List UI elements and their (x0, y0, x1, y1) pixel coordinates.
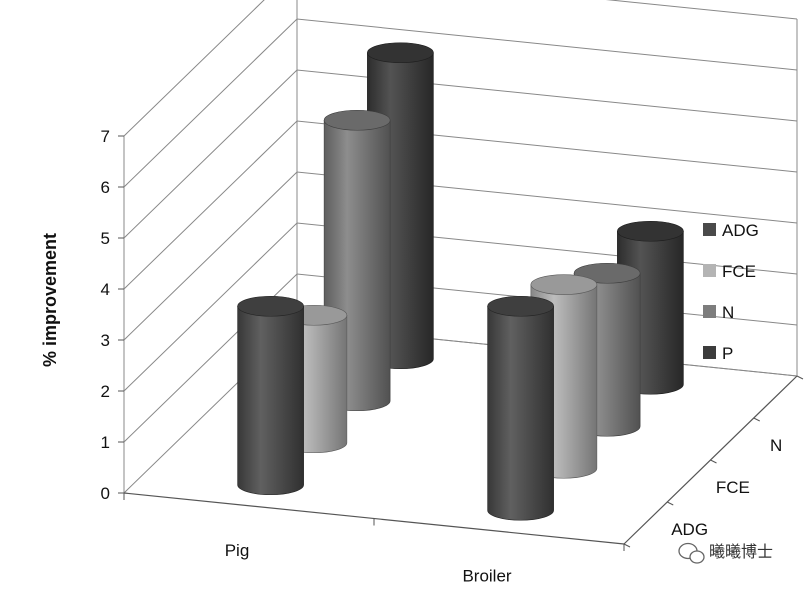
depth-tick-mark (710, 459, 717, 464)
depth-tick-mark (623, 543, 631, 548)
depth-tick-label: ADG (671, 520, 708, 539)
legend-label-fce: FCE (722, 262, 756, 281)
bar-broiler-adg (487, 295, 554, 521)
y-tick-label: 2 (101, 382, 110, 401)
y-axis-title: % improvement (40, 233, 60, 367)
depth-tick-mark (753, 417, 760, 422)
y-tick-label: 0 (101, 484, 110, 503)
depth-tick-mark (667, 501, 674, 506)
y-tick-label: 4 (101, 280, 110, 299)
cylinder-top (487, 295, 554, 317)
gridline (123, 0, 798, 137)
legend-swatch-n (703, 305, 716, 318)
chart-walls (123, 0, 798, 494)
y-tick-label: 3 (101, 331, 110, 350)
chart-bars (237, 42, 684, 521)
watermark: 曦曦博士 (678, 542, 773, 564)
cylinder-body (237, 305, 304, 496)
y-tick-label: 6 (101, 178, 110, 197)
cylinder-top (530, 274, 598, 295)
cylinder-top (617, 220, 684, 242)
legend-swatch-adg (703, 223, 716, 236)
legend-label-adg: ADG (722, 221, 759, 240)
depth-tick-mark (796, 375, 804, 380)
x-tick-label: Pig (225, 541, 250, 560)
chart-axes: PigBroilerADGFCENP (123, 375, 804, 585)
legend-label-n: N (722, 303, 734, 322)
cylinder-top (573, 262, 641, 284)
cylinder-top (323, 109, 391, 131)
y-tick-label: 5 (101, 229, 110, 248)
cylinder-top (367, 42, 434, 64)
cylinder-top (237, 295, 304, 317)
cylinder-body (487, 305, 554, 521)
y-tick-label: 7 (101, 127, 110, 146)
wechat-icon (678, 542, 705, 564)
legend-swatch-fce (703, 264, 716, 277)
bar-pig-adg (237, 295, 304, 496)
legend: ADG FCE N P (703, 221, 759, 363)
legend-swatch-p (703, 346, 716, 359)
depth-tick-label: N (770, 436, 782, 455)
x-tick-label: Broiler (462, 566, 511, 585)
gridline (123, 273, 798, 443)
legend-label-p: P (722, 344, 733, 363)
y-tick-label: 1 (101, 433, 110, 452)
y-tick-labels: 0 1 2 3 4 5 6 7 (101, 127, 124, 503)
depth-tick-label: FCE (716, 478, 750, 497)
gridline (123, 324, 798, 494)
watermark-text: 曦曦博士 (709, 542, 773, 561)
